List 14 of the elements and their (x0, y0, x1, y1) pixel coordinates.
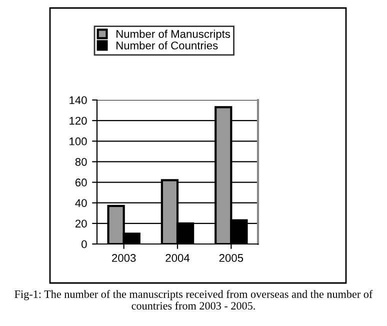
x-tick-label: 2005 (219, 254, 244, 262)
y-tick-label: 80 (75, 158, 87, 166)
y-tick-label: 120 (70, 116, 87, 125)
x-tick-label: 2003 (112, 254, 136, 262)
y-tick-label: 100 (70, 137, 87, 146)
y-tick-label: 0 (82, 240, 87, 248)
legend-label: Number of Countries (116, 41, 218, 50)
y-tick-label: 20 (75, 220, 87, 228)
legend-label: Number of Manuscripts (116, 30, 230, 40)
text: Fig-1: The number of the manuscripts received from overseas and the number of countries from 2003 - 2005. (14, 290, 373, 310)
y-tick-label: 60 (75, 178, 87, 186)
y-tick-label: 40 (75, 199, 87, 207)
x-tick-label: 2004 (166, 254, 190, 262)
y-tick-label: 140 (70, 96, 87, 104)
